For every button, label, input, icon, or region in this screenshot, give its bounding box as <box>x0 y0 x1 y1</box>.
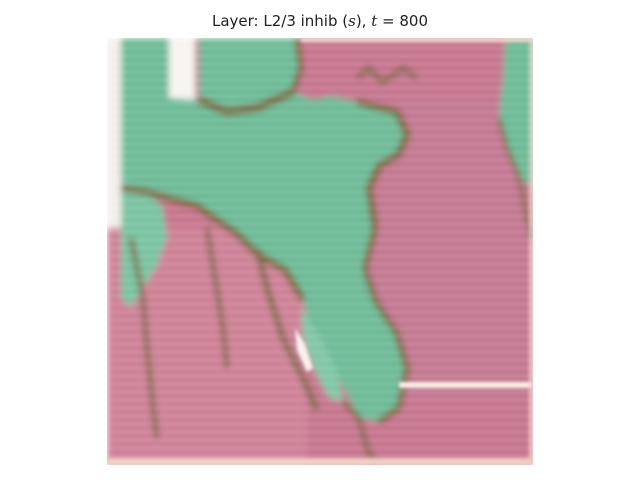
plot-title: Layer: L2/3 inhib (s), t = 800 <box>211 12 428 30</box>
activity-map <box>107 37 535 467</box>
heatmap-image <box>107 37 535 467</box>
